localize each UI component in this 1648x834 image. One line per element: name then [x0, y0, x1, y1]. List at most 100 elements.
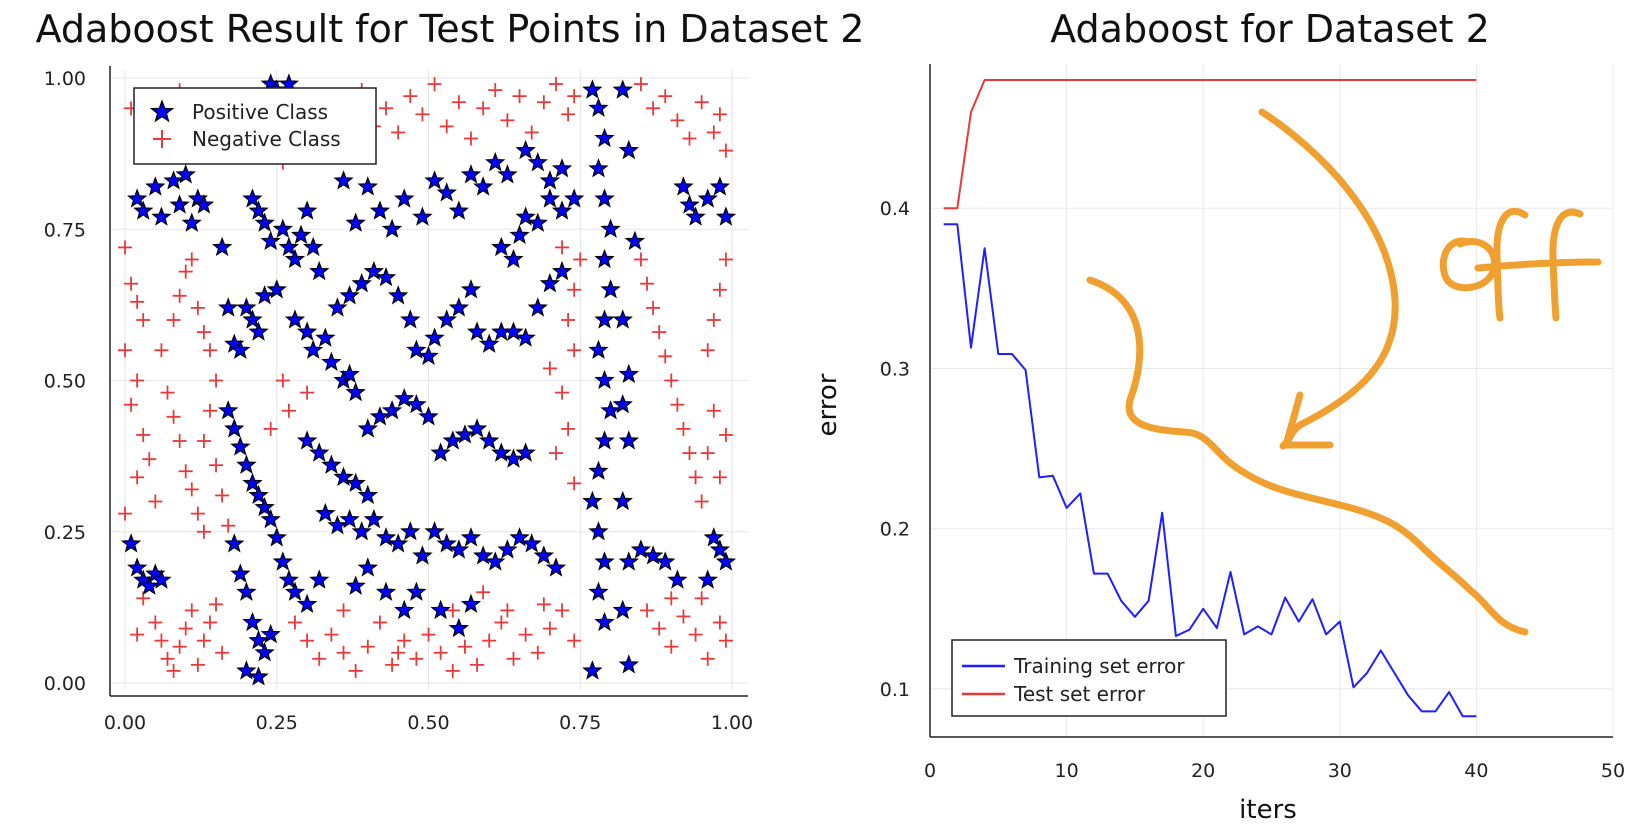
- positive-class-point: [339, 285, 360, 305]
- scatter-y-tick-label: 0.00: [44, 673, 86, 695]
- letter-f-2: [1549, 208, 1584, 322]
- positive-class-point: [594, 611, 615, 632]
- positive-class-point: [230, 339, 251, 359]
- line-x-tick-label: 0: [924, 760, 936, 782]
- positive-class-point: [224, 533, 245, 553]
- positive-class-point: [357, 557, 379, 577]
- positive-class-point: [551, 158, 573, 178]
- negative-class-point: [567, 476, 582, 491]
- negative-class-point: [712, 615, 727, 630]
- negative-class-point: [512, 89, 527, 104]
- positive-class-point: [296, 430, 318, 450]
- negative-class-point: [172, 434, 187, 448]
- negative-class-point: [555, 385, 570, 400]
- negative-class-point: [646, 101, 661, 116]
- positive-class-point: [655, 551, 676, 571]
- negative-class-point: [160, 385, 175, 400]
- negative-class-point: [530, 645, 545, 660]
- negative-class-point: [118, 506, 132, 521]
- positive-class-point: [217, 297, 239, 317]
- negative-class-point: [433, 645, 448, 660]
- positive-class-point: [503, 321, 524, 341]
- negative-class-point: [718, 427, 733, 442]
- scatter-x-tick-label: 0.25: [256, 712, 298, 734]
- line-y-tick-label: 0.1: [880, 679, 910, 701]
- negative-class-point: [700, 343, 715, 358]
- positive-class-point: [375, 266, 397, 287]
- line-legend: Training set error Test set error: [951, 639, 1227, 717]
- positive-class-point: [515, 139, 536, 160]
- negative-class-point: [694, 591, 709, 606]
- negative-class-points: [118, 77, 733, 678]
- negative-class-point: [190, 506, 205, 521]
- positive-class-point: [230, 436, 251, 456]
- negative-class-point: [348, 663, 363, 678]
- negative-class-point: [670, 113, 685, 128]
- legend-positive-class: Positive Class: [192, 100, 328, 124]
- positive-class-point: [703, 527, 724, 547]
- positive-class-point: [442, 430, 463, 450]
- handwritten-annotation: [1086, 108, 1602, 636]
- scatter-y-tick-label: 0.25: [44, 522, 86, 544]
- positive-class-point: [394, 599, 415, 620]
- negative-class-point: [263, 421, 278, 436]
- positive-class-point: [266, 279, 287, 299]
- negative-class-point: [202, 343, 217, 358]
- negative-class-point: [154, 633, 169, 648]
- positive-class-point: [424, 521, 445, 541]
- negative-class-point: [664, 373, 679, 388]
- negative-class-point: [403, 89, 418, 104]
- line-legend-box: [951, 639, 1227, 717]
- negative-class-point: [482, 633, 497, 648]
- positive-class-point: [327, 515, 348, 535]
- positive-class-point: [679, 194, 700, 214]
- positive-class-point: [151, 206, 172, 226]
- positive-class-point: [363, 508, 385, 529]
- line-y-tick-label: 0.2: [880, 519, 910, 541]
- scatter-chart: Adaboost Result for Test Points in Datas…: [36, 7, 865, 734]
- positive-class-point: [321, 454, 342, 474]
- positive-class-point: [612, 599, 633, 620]
- positive-class-point: [582, 660, 603, 680]
- negative-class-point: [124, 276, 139, 291]
- positive-class-point: [163, 170, 184, 190]
- negative-class-point: [379, 101, 394, 116]
- positive-class-point: [145, 176, 166, 196]
- negative-class-point: [542, 621, 557, 636]
- positive-class-point: [436, 309, 457, 329]
- positive-class-point: [454, 424, 476, 444]
- positive-class-point: [363, 260, 384, 281]
- negative-class-point: [712, 107, 727, 122]
- legend-negative-class: Negative Class: [192, 127, 341, 151]
- negative-class-point: [706, 125, 721, 140]
- line-x-tick-label: 50: [1601, 760, 1625, 782]
- positive-class-point: [254, 496, 275, 517]
- negative-class-point: [573, 252, 588, 267]
- positive-class-point: [345, 212, 366, 232]
- negative-class-point: [567, 89, 582, 104]
- positive-class-point: [551, 200, 573, 220]
- positive-class-point: [357, 176, 379, 196]
- positive-class-point: [242, 309, 263, 329]
- positive-class-point: [436, 182, 457, 202]
- negative-class-point: [706, 403, 721, 418]
- negative-class-point: [561, 107, 576, 122]
- positive-class-point: [448, 539, 469, 559]
- positive-class-point: [594, 188, 615, 208]
- positive-class-point: [254, 285, 275, 305]
- positive-class-point: [685, 206, 706, 226]
- positive-class-point: [503, 248, 524, 269]
- positive-class-point: [588, 158, 609, 178]
- negative-class-point: [178, 621, 193, 636]
- negative-class-point: [555, 240, 570, 255]
- negative-class-point: [706, 313, 721, 327]
- positive-class-point: [302, 236, 324, 257]
- positive-class-point: [248, 484, 269, 505]
- negative-class-point: [166, 313, 181, 327]
- negative-class-point: [190, 657, 205, 672]
- positive-class-point: [139, 575, 160, 595]
- positive-class-point: [497, 539, 518, 559]
- legend-star-shape: [149, 99, 175, 123]
- negative-class-point: [209, 597, 224, 612]
- negative-class-point: [372, 615, 387, 630]
